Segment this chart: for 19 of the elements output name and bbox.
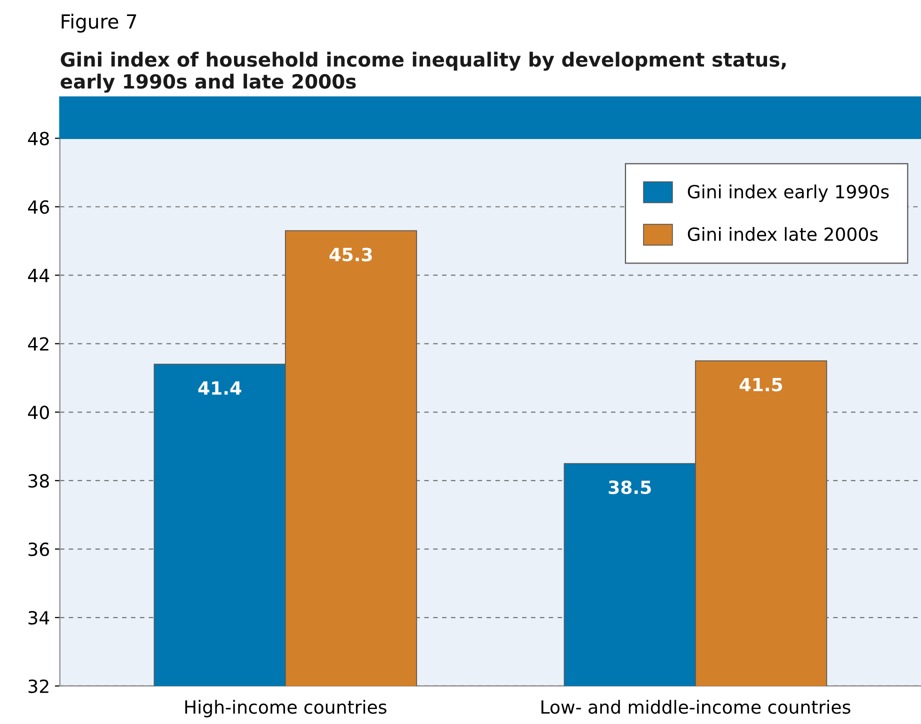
y-tick-label: 48 [28,132,49,146]
x-tick-label: Low- and middle-income countries [542,700,850,714]
legend-label: Gini index early 1990s [688,184,889,202]
y-tick-label: 46 [28,200,50,214]
y-tick-label: 32 [28,679,48,694]
y-tick-label: 42 [28,337,48,351]
legend-label: Gini index late 2000s [688,227,878,242]
y-tick-label: 36 [28,542,50,556]
data-label: 38.5 [608,480,651,494]
data-label: 45.3 [330,248,372,262]
chart-title: Gini index of household income inequality by development status, early 1990s and late 2000s [60,52,786,93]
x-tick-label: High-income countries [185,700,386,718]
y-tick-label: 44 [28,268,50,282]
y-tick-label: 34 [28,610,50,625]
data-label: 41.4 [198,381,242,395]
chart-subtitle: Figure 7 [62,14,136,33]
data-label: 41.5 [740,378,782,392]
y-tick-label: 38 [28,474,49,488]
y-tick-label: 40 [28,406,49,420]
